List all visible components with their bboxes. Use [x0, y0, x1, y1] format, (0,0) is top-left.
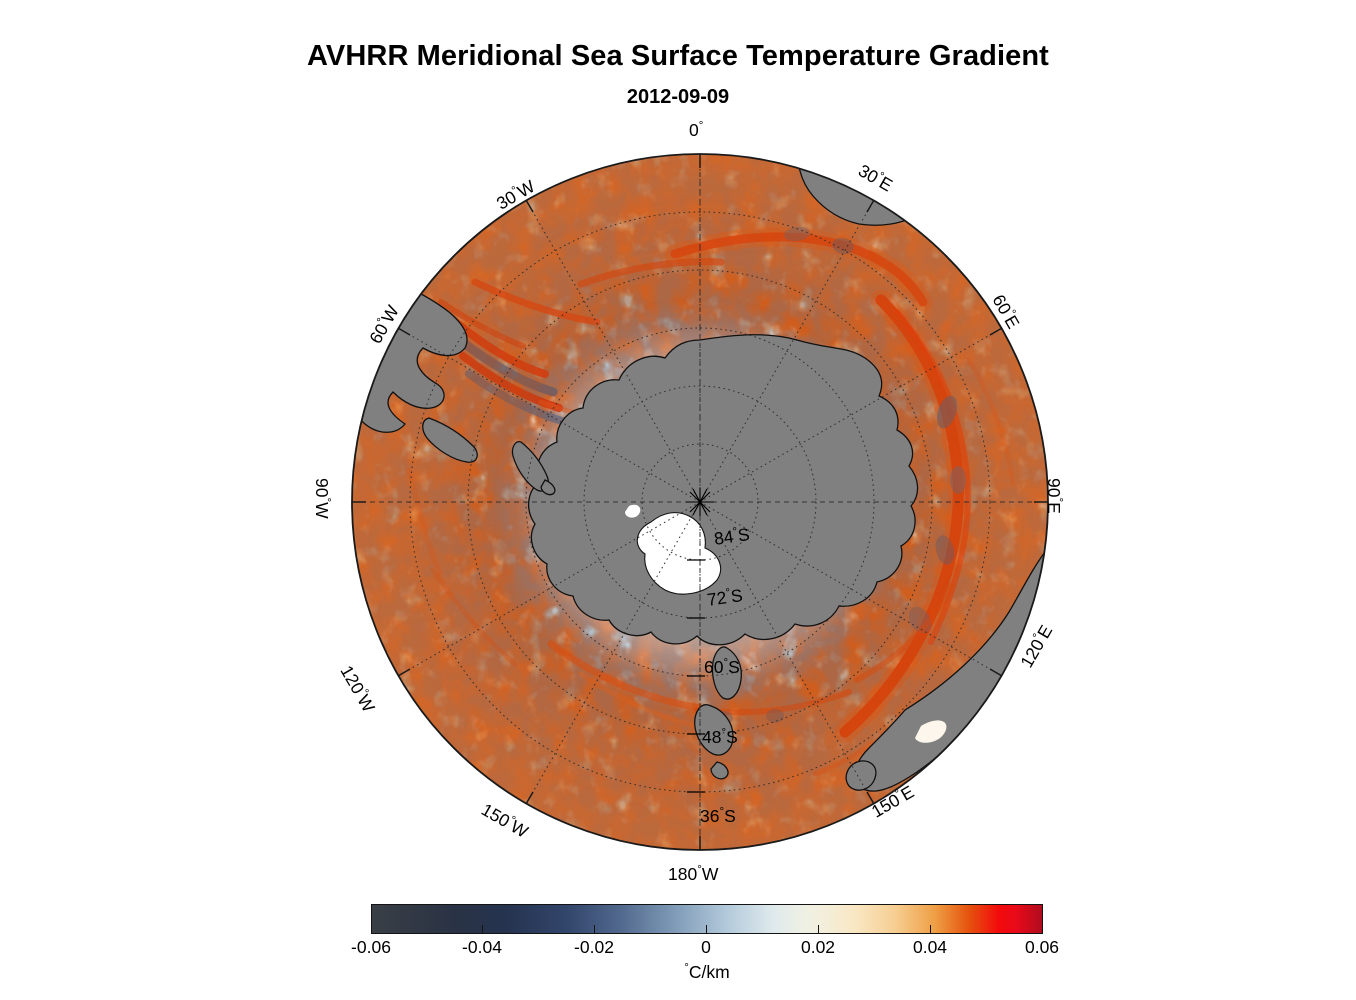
lat-label-36S: 36°S [700, 806, 736, 826]
meridian-150E [699, 501, 875, 805]
colorbar-tick-label: 0.06 [1024, 937, 1060, 957]
meridian-30W [525, 199, 701, 503]
colorbar-tick-label: 0.02 [800, 937, 836, 957]
new-zealand-north-island [711, 646, 743, 700]
colorbar-unit-label: °C/km [684, 962, 730, 982]
map-svg [351, 153, 1049, 851]
ice-patch [670, 581, 688, 594]
colorbar-tick [706, 925, 708, 934]
colorbar-tick-label: -0.02 [574, 937, 614, 957]
lon-label-0: 0° [689, 120, 704, 140]
meridian-120W [397, 501, 701, 677]
colorbar-tick-label: 0 [701, 937, 711, 957]
meridian-60W [397, 327, 701, 503]
meridian-60E [699, 327, 1003, 503]
south-shetland [540, 479, 556, 496]
lon-label-90W: 90°W [312, 478, 332, 519]
lat-label-48S: 48°S [702, 727, 738, 747]
longitude-ticks [352, 154, 1048, 850]
map-field [352, 154, 1048, 850]
great-australian-bight [915, 720, 947, 743]
antarctic-peninsula [511, 441, 549, 492]
lat-label-60S: 60°S [704, 657, 740, 677]
ice-patch [625, 504, 641, 518]
colorbar-tick-label: -0.06 [351, 937, 391, 957]
south-pole-marker [686, 488, 714, 516]
lon-label-180W: 180°W [668, 864, 719, 884]
latitude-ticks [687, 559, 705, 793]
colorbar-tick [594, 925, 596, 934]
meridian-30E [699, 199, 875, 503]
lon-label-90E: 90°E [1044, 478, 1064, 514]
new-zealand-stewart-island [710, 761, 729, 780]
figure-title: AVHRR Meridional Sea Surface Temperature… [307, 40, 1049, 72]
colorbar-tick-label: 0.04 [912, 937, 948, 957]
new-zealand-south-island [694, 704, 734, 756]
colorbar-tick-label: -0.04 [462, 937, 502, 957]
meridian-120E [699, 501, 1003, 677]
figure-subtitle: 2012-09-09 [626, 86, 730, 108]
polar-stereographic-map [345, 150, 1055, 860]
colorbar-tick [930, 925, 932, 934]
tasmania-landmass [845, 760, 877, 791]
meridian-150W [525, 501, 701, 805]
colorbar-tick [482, 925, 484, 934]
colorbar-tick [818, 925, 820, 934]
colorbar[interactable]: -0.06 -0.04 -0.02 0 0.02 0.04 0.06 °C/km [351, 904, 1059, 982]
patagonia-tip [422, 417, 478, 463]
